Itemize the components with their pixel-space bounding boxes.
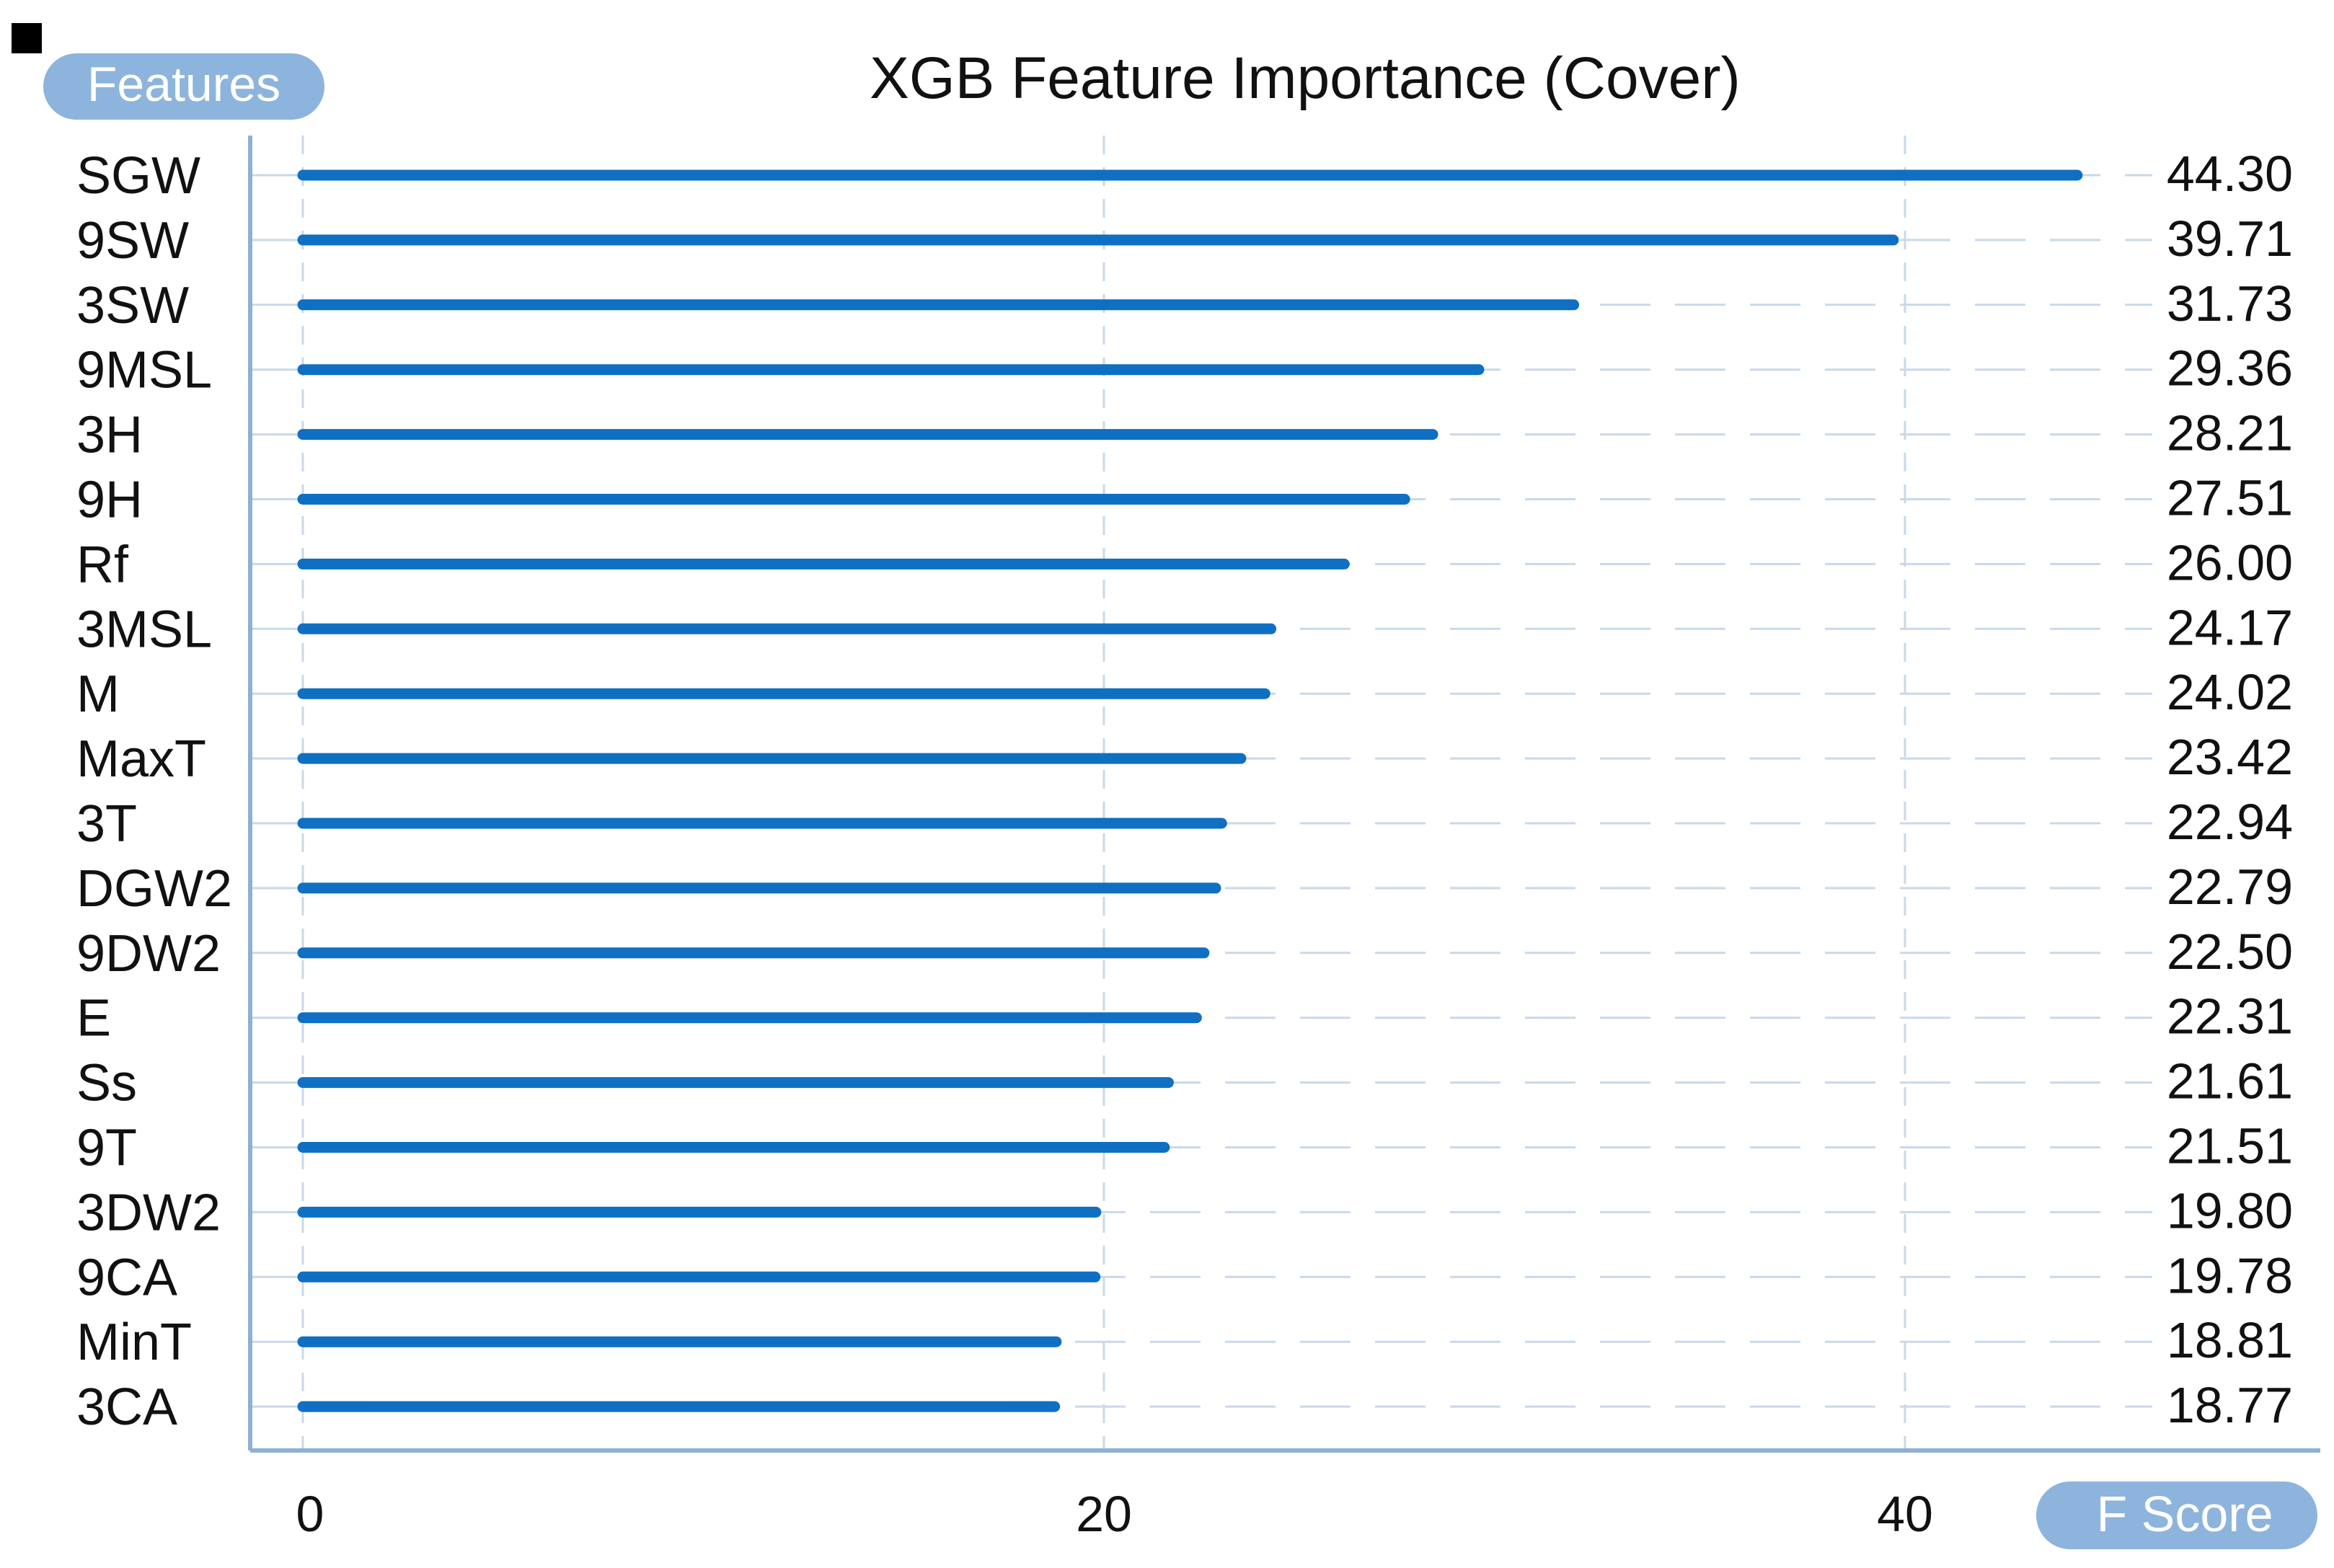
value-label: 39.71 — [2167, 211, 2293, 267]
x-axis-label: F Score — [2096, 1486, 2273, 1542]
value-label: 21.61 — [2167, 1053, 2293, 1109]
value-label: 23.42 — [2167, 729, 2293, 785]
category-label: 3CA — [76, 1378, 177, 1436]
value-label: 29.36 — [2167, 340, 2293, 397]
value-label: 21.51 — [2167, 1118, 2293, 1174]
value-label: 22.50 — [2167, 923, 2293, 980]
x-axis-label-pill: F Score — [2036, 1481, 2317, 1549]
x-tick-label: 0 — [296, 1486, 324, 1542]
x-tick-label: 40 — [1877, 1486, 1933, 1542]
category-label: 3T — [76, 795, 137, 853]
category-label: 9H — [76, 471, 143, 529]
y-axis-label-pill: Features — [43, 53, 324, 120]
value-label: 22.94 — [2167, 794, 2293, 850]
category-label: 9MSL — [76, 342, 212, 399]
x-tick-labels: 0 20 40 — [296, 1486, 1933, 1542]
category-label: M — [76, 665, 120, 723]
category-label: 3MSL — [76, 601, 212, 658]
value-label: 18.77 — [2167, 1377, 2293, 1433]
grid-lines — [250, 136, 2152, 1450]
category-label: 9CA — [76, 1249, 177, 1306]
category-label: 9DW2 — [76, 925, 221, 983]
category-label: 3DW2 — [76, 1184, 221, 1241]
category-label: MaxT — [76, 730, 206, 788]
corner-marker — [12, 23, 42, 53]
category-label: Ss — [76, 1055, 137, 1112]
value-label: 19.78 — [2167, 1247, 2293, 1303]
category-label: Rf — [76, 536, 129, 593]
x-tick-label: 20 — [1076, 1486, 1132, 1542]
category-label: SGW — [76, 147, 200, 205]
value-label: 27.51 — [2167, 470, 2293, 526]
value-label: 24.02 — [2167, 664, 2293, 720]
value-label: 28.21 — [2167, 405, 2293, 461]
chart-title: XGB Feature Importance (Cover) — [870, 45, 1741, 111]
value-label: 19.80 — [2167, 1182, 2293, 1239]
y-axis-label: Features — [87, 57, 280, 112]
value-label: 26.00 — [2167, 534, 2293, 590]
category-labels: SGW 9SW 3SW 9MSL 3H 9H Rf 3MSL M MaxT 3T DGW2 9DW2 ES… — [76, 147, 232, 1436]
category-label: DGW2 — [76, 860, 232, 918]
category-label: MinT — [76, 1314, 192, 1371]
value-label: 44.30 — [2167, 146, 2293, 202]
value-labels: 44.30 39.71 31.73 29.36 28.21 27.51 26.00 24.17… — [2167, 146, 2293, 1433]
category-label: E — [76, 990, 111, 1047]
category-label: 9SW — [76, 212, 189, 270]
category-label: 3H — [76, 407, 143, 464]
value-label: 31.73 — [2167, 275, 2293, 332]
bars — [297, 169, 2083, 1412]
category-label: 3SW — [76, 277, 189, 335]
value-label: 18.81 — [2167, 1312, 2293, 1368]
value-label: 22.31 — [2167, 988, 2293, 1045]
value-label: 24.17 — [2167, 599, 2293, 655]
value-label: 22.79 — [2167, 859, 2293, 915]
category-label: 9T — [76, 1120, 137, 1177]
